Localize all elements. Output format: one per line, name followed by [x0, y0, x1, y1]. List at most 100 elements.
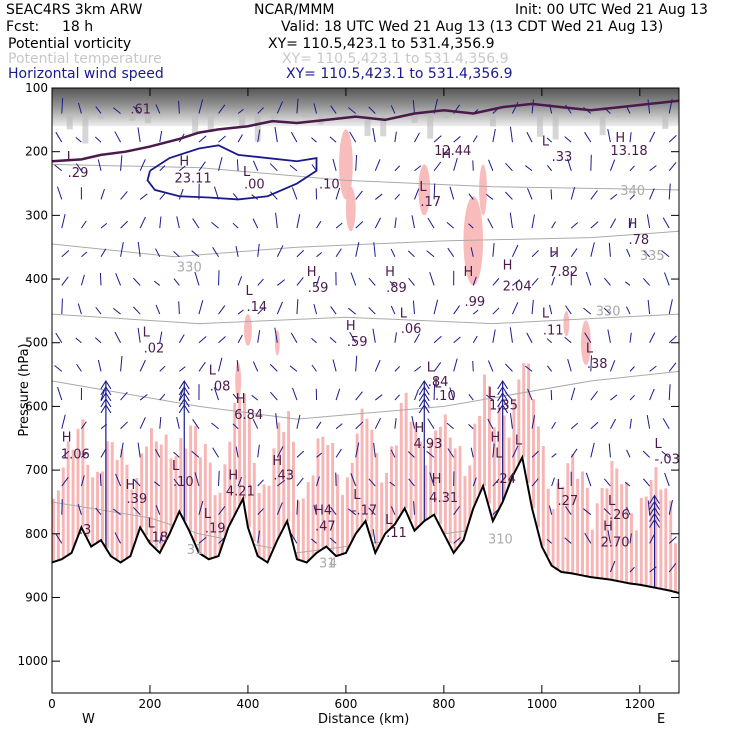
pv-extremum-label: .19 — [205, 522, 226, 537]
pv-extremum-label: .61 — [130, 102, 151, 117]
wind-vector — [527, 188, 533, 200]
updraft-arrowhead — [178, 398, 190, 408]
terrain-point — [178, 510, 181, 513]
theta-contour-label: 335 — [640, 249, 665, 264]
wind-vector — [583, 508, 592, 516]
pv-extremum-label: 4 — [324, 504, 332, 519]
wind-vector — [269, 163, 278, 172]
boundary-layer-cloud — [532, 399, 535, 509]
wind-vector — [290, 131, 298, 143]
wind-vector — [194, 472, 200, 487]
wind-vector — [80, 421, 87, 429]
boundary-layer-cloud — [52, 498, 55, 563]
updraft-arrowhead — [497, 392, 509, 402]
wind-vector — [547, 365, 553, 372]
boundary-layer-cloud — [551, 509, 555, 566]
wind-vector — [570, 422, 579, 430]
wind-vector — [449, 387, 455, 401]
wind-vector — [335, 448, 342, 458]
wind-vector — [629, 366, 635, 372]
wind-vector — [252, 218, 259, 229]
wind-vector — [330, 506, 337, 515]
pv-extremum-label: L — [557, 478, 565, 493]
stratosphere-streak — [98, 113, 105, 120]
updraft-arrowhead — [178, 380, 190, 390]
wind-vector — [191, 450, 200, 458]
boundary-layer-cloud — [365, 418, 369, 522]
updraft-arrowhead — [418, 380, 430, 390]
wind-vector — [414, 388, 420, 401]
terrain-point — [139, 526, 141, 529]
wind-vector — [100, 449, 107, 458]
wind-vector — [139, 216, 146, 229]
wind-vector — [139, 417, 146, 429]
wind-vector — [570, 448, 578, 458]
terrain-point — [599, 577, 602, 580]
wind-vector — [235, 446, 239, 458]
wind-vector — [198, 135, 207, 143]
updraft-arrowhead — [100, 404, 112, 414]
wind-vector — [468, 223, 474, 229]
pv-extremum-label: L — [427, 360, 435, 375]
wind-vector — [509, 212, 513, 229]
wind-vector — [350, 272, 357, 286]
wind-vector — [54, 365, 63, 372]
wind-vector — [492, 128, 496, 143]
cloud-region — [479, 164, 487, 216]
wind-vector — [257, 107, 264, 114]
terrain-point — [217, 555, 220, 557]
wind-vector — [470, 247, 474, 257]
pv-extremum-label: H — [179, 155, 189, 170]
wind-vector — [649, 365, 657, 372]
terrain-point — [345, 552, 347, 554]
wind-vector — [155, 505, 161, 515]
terrain-point — [472, 507, 475, 510]
wind-vector — [218, 506, 226, 515]
wind-vector — [277, 479, 286, 487]
wind-vector — [159, 331, 163, 343]
terrain-point — [374, 552, 377, 554]
wind-vector — [159, 393, 166, 401]
terrain-point — [60, 558, 63, 561]
pv-extremum-label: H — [432, 472, 442, 487]
wind-vector — [349, 131, 357, 143]
boundary-layer-cloud — [561, 486, 565, 572]
field-name-theta: Potential temperature — [8, 51, 162, 67]
wind-vector — [412, 99, 415, 114]
wind-vector — [330, 306, 337, 315]
wind-vector — [426, 450, 435, 458]
wind-vector — [275, 413, 278, 429]
wind-vector — [355, 442, 360, 458]
terrain-point — [354, 532, 357, 535]
wind-vector — [662, 217, 670, 229]
wind-vector — [505, 162, 513, 172]
wind-vector — [120, 191, 128, 200]
wind-vector — [468, 423, 474, 430]
wind-vector — [311, 364, 317, 372]
pv-extremum-label: H — [615, 131, 625, 146]
wind-vector — [290, 332, 298, 343]
wind-vector — [95, 507, 102, 515]
boundary-layer-cloud — [326, 445, 330, 547]
wind-vector — [232, 193, 239, 200]
wind-vector — [198, 161, 206, 172]
boundary-layer-cloud — [634, 530, 638, 585]
wind-vector — [112, 508, 121, 516]
wind-vector — [394, 394, 400, 401]
wind-vector — [649, 188, 655, 200]
wind-vector — [100, 389, 106, 401]
wind-vector — [512, 279, 521, 286]
wind-vector — [192, 218, 200, 229]
wind-vector — [55, 332, 63, 343]
wind-vector — [114, 331, 122, 343]
wind-vector — [414, 365, 422, 372]
wind-vector — [212, 447, 219, 458]
wind-vector — [232, 423, 239, 430]
wind-vector — [178, 334, 185, 343]
x-tick-label: 0 — [48, 697, 56, 711]
wind-vector — [198, 336, 207, 344]
wind-vector — [433, 183, 436, 200]
terrain-point — [639, 583, 641, 586]
wind-vector — [316, 452, 322, 458]
wind-vector — [368, 478, 376, 487]
